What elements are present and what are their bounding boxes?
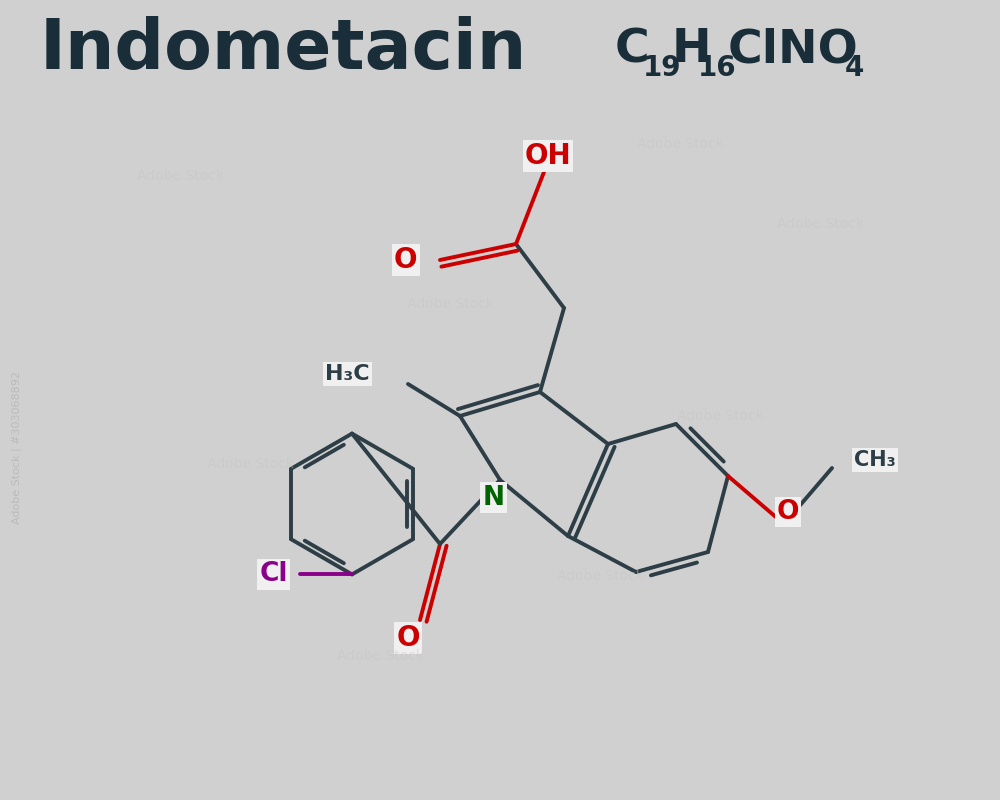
Text: O: O xyxy=(396,624,420,651)
Text: OH: OH xyxy=(525,142,571,170)
Text: ClNO: ClNO xyxy=(728,27,859,72)
Text: Adobe Stock: Adobe Stock xyxy=(637,137,723,151)
Text: 4: 4 xyxy=(845,54,864,82)
Text: Adobe Stock: Adobe Stock xyxy=(337,649,423,663)
Text: Adobe Stock: Adobe Stock xyxy=(777,217,863,231)
Text: O: O xyxy=(394,246,418,274)
Text: H: H xyxy=(672,27,712,72)
Text: 16: 16 xyxy=(698,54,737,82)
Text: H₃C: H₃C xyxy=(325,363,370,384)
Text: 19: 19 xyxy=(643,54,682,82)
Text: Adobe Stock: Adobe Stock xyxy=(677,409,763,423)
Text: Cl: Cl xyxy=(260,562,288,587)
Text: Adobe Stock | #303068892: Adobe Stock | #303068892 xyxy=(12,371,22,525)
Text: O: O xyxy=(777,499,799,525)
Text: Adobe Stock: Adobe Stock xyxy=(137,169,223,183)
Text: Indometacin: Indometacin xyxy=(40,16,527,83)
Text: N: N xyxy=(483,485,505,510)
Text: Adobe Stock: Adobe Stock xyxy=(557,569,643,583)
Text: Adobe Stock: Adobe Stock xyxy=(207,457,293,471)
Text: Adobe Stock: Adobe Stock xyxy=(407,297,493,311)
Text: CH₃: CH₃ xyxy=(854,450,896,470)
Text: C: C xyxy=(615,27,650,72)
